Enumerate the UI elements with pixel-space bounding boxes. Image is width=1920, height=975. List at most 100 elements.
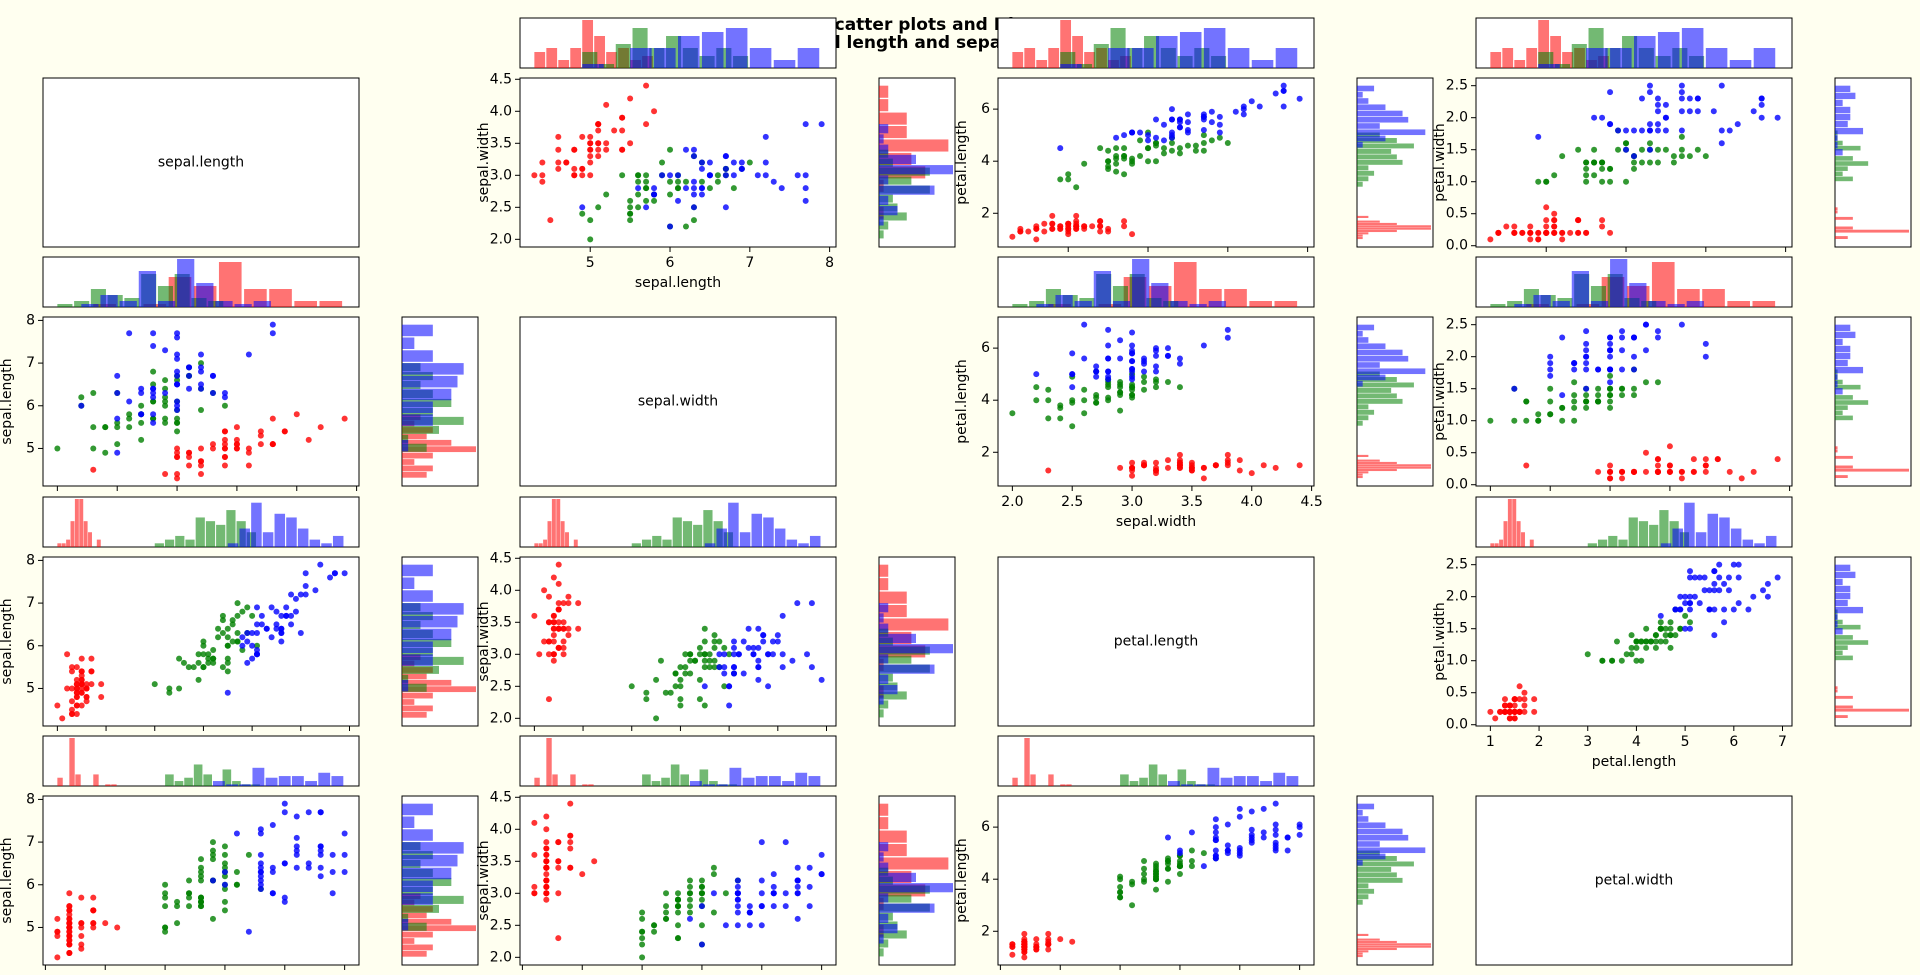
- scatter-point: [1599, 165, 1606, 172]
- scatter-point: [126, 330, 133, 337]
- scatter-point: [234, 638, 241, 645]
- scatter-point: [755, 625, 762, 632]
- scatter-point: [1216, 113, 1223, 120]
- y-tick-label: 0.0: [1446, 238, 1468, 254]
- scatter-point: [1690, 456, 1697, 463]
- histogram-bar: [1835, 113, 1851, 121]
- histogram-bar: [1835, 564, 1851, 572]
- histogram-bar: [1357, 236, 1363, 240]
- histogram-bar: [331, 776, 344, 786]
- scatter-point: [1272, 821, 1279, 828]
- scatter-point: [1750, 108, 1757, 115]
- histogram-bar: [297, 528, 309, 547]
- scatter-point: [174, 330, 181, 337]
- histogram-bar: [879, 139, 949, 152]
- scatter-point: [253, 604, 260, 611]
- scatter-point: [750, 644, 757, 651]
- y-tick-label: 0.0: [1446, 477, 1468, 493]
- scatter-point: [698, 903, 705, 910]
- scatter-point: [1607, 340, 1614, 347]
- scatter-point: [1623, 146, 1630, 153]
- scatter-point: [1599, 159, 1606, 166]
- histogram-bar: [1835, 708, 1909, 712]
- scatter-point: [64, 651, 71, 658]
- scatter-point: [215, 634, 222, 641]
- histogram-bar: [1112, 301, 1131, 307]
- scatter-point: [233, 445, 240, 452]
- histogram-bar: [654, 48, 676, 68]
- scatter-point: [762, 133, 769, 140]
- histogram-bar: [1072, 36, 1083, 68]
- scatter-point: [1575, 217, 1582, 224]
- scatter-point: [1129, 381, 1136, 388]
- scatter-point: [1543, 229, 1550, 236]
- histogram-bar: [879, 803, 889, 816]
- scatter-point: [257, 432, 264, 439]
- histogram-bar: [1835, 216, 1853, 220]
- histogram-bar: [402, 577, 415, 590]
- scatter-point: [186, 877, 193, 884]
- histogram-bar: [57, 777, 63, 786]
- scatter-point: [195, 659, 202, 666]
- histogram-bar: [1649, 524, 1659, 547]
- histogram-bar: [321, 543, 332, 547]
- scatter-point: [1511, 229, 1518, 236]
- scatter-point: [1716, 561, 1723, 568]
- histogram-bar: [222, 769, 232, 786]
- scatter-point: [682, 670, 689, 677]
- histogram-bar: [61, 543, 66, 547]
- scatter-point: [571, 165, 578, 172]
- scatter-point: [587, 236, 594, 243]
- scatter-point: [1633, 638, 1640, 645]
- scatter-point: [1551, 223, 1558, 230]
- scatter-point: [292, 608, 299, 615]
- scatter-point: [701, 664, 708, 671]
- scatter-point: [257, 830, 264, 837]
- histogram-bar: [1610, 48, 1632, 68]
- scatter-point: [698, 941, 705, 948]
- scatter-point: [560, 600, 567, 607]
- scatter-point: [200, 651, 207, 658]
- histogram-bar: [402, 880, 433, 893]
- scatter-point: [1141, 857, 1148, 864]
- scatter-point: [78, 920, 85, 927]
- histogram-bar: [157, 301, 176, 307]
- scatter-point: [818, 121, 825, 128]
- scatter-point: [1654, 328, 1661, 335]
- scatter-point: [794, 890, 801, 897]
- histogram-bar: [1357, 933, 1369, 936]
- scatter-point: [1642, 321, 1649, 328]
- scatter-point: [1678, 468, 1685, 475]
- scatter-point: [1615, 127, 1622, 134]
- histogram-bar: [1835, 388, 1843, 395]
- histogram-bar: [1357, 398, 1403, 404]
- scatter-point: [550, 657, 557, 664]
- y-axis-label: sepal.length: [0, 598, 15, 684]
- histogram-bar: [1181, 784, 1193, 786]
- scatter-point: [54, 915, 61, 922]
- histogram-bar: [879, 144, 889, 154]
- histogram-bar: [879, 934, 884, 944]
- histogram-bar: [651, 781, 661, 786]
- histogram-bar: [615, 44, 631, 68]
- histogram-bar: [1012, 777, 1018, 786]
- scatter-point: [1129, 368, 1136, 375]
- y-tick-label: 2.5: [1446, 317, 1468, 333]
- scatter-point: [802, 172, 809, 179]
- scatter-point: [536, 651, 543, 658]
- scatter-point: [663, 903, 670, 910]
- histogram-bar: [1274, 301, 1298, 307]
- scatter-point: [1559, 236, 1566, 243]
- scatter-point: [233, 424, 240, 431]
- histogram-bar: [693, 524, 703, 547]
- scatter-point: [698, 922, 705, 929]
- histogram-bar: [570, 774, 576, 786]
- scatter-point: [1631, 468, 1637, 475]
- histogram-bar: [879, 154, 916, 165]
- scatter-point: [162, 928, 169, 935]
- scatter-point: [174, 377, 181, 384]
- scatter-point: [221, 462, 228, 469]
- histogram-bar: [1835, 140, 1843, 146]
- histogram-bar: [1357, 803, 1375, 810]
- scatter-point: [701, 683, 708, 690]
